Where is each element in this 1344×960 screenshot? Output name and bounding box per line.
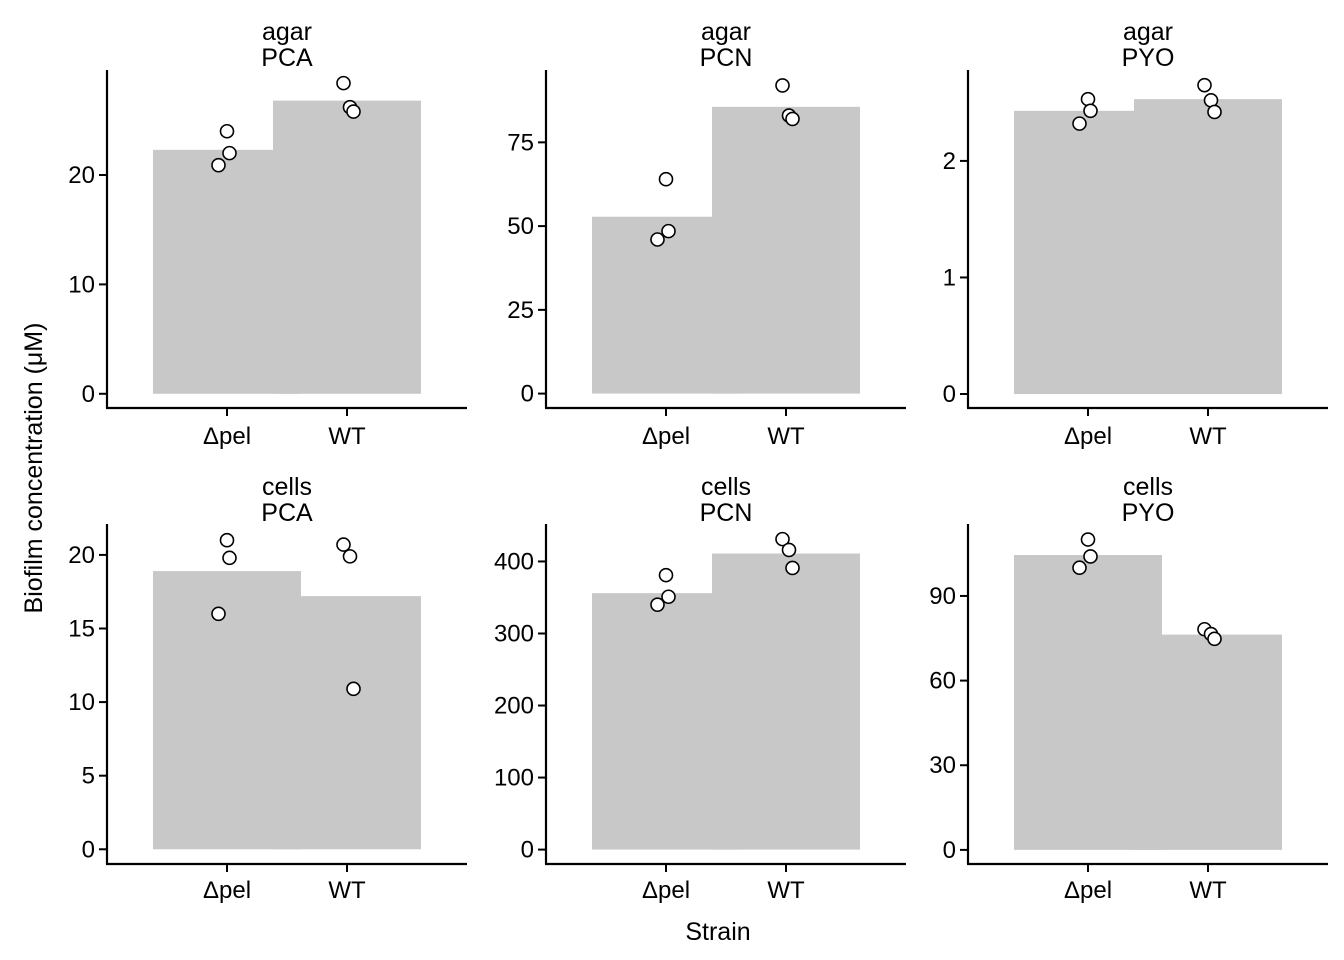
bar xyxy=(1134,634,1282,850)
data-point xyxy=(775,531,790,547)
y-tick-label: 2 xyxy=(943,148,956,175)
data-point xyxy=(781,542,797,558)
strip-label: PCA xyxy=(261,44,313,72)
strip-label: PCA xyxy=(261,499,313,527)
y-tick-label: 300 xyxy=(494,620,534,647)
data-point xyxy=(1197,77,1212,93)
bar xyxy=(273,596,421,850)
data-point xyxy=(785,560,800,576)
y-tick-label: 0 xyxy=(521,381,534,408)
data-point xyxy=(1080,532,1096,547)
y-tick-label: 0 xyxy=(943,381,956,408)
data-point xyxy=(1083,549,1098,564)
bar xyxy=(712,553,860,850)
y-tick-label: 5 xyxy=(82,763,95,790)
data-point xyxy=(1207,631,1222,647)
strip-label: cells xyxy=(701,473,751,501)
data-point xyxy=(211,606,226,622)
y-tick-label: 0 xyxy=(943,837,956,864)
data-point xyxy=(1072,560,1087,576)
strip-label: agar xyxy=(262,18,312,46)
y-tick-label: 60 xyxy=(929,668,956,695)
data-point xyxy=(1072,116,1087,131)
y-tick-label: 0 xyxy=(82,381,95,408)
data-point xyxy=(1083,103,1098,119)
bar xyxy=(712,106,860,394)
x-tick-label: WT xyxy=(328,423,366,450)
strip-label: PYO xyxy=(1122,44,1175,72)
x-tick-label: WT xyxy=(1189,423,1227,450)
y-tick-label: 20 xyxy=(68,542,95,569)
data-point xyxy=(222,550,237,566)
data-point xyxy=(1207,104,1222,120)
bar xyxy=(1134,99,1282,395)
data-point xyxy=(342,549,358,564)
x-tick-label: Δpel xyxy=(203,877,251,904)
x-tick-label: Δpel xyxy=(1064,423,1112,450)
strip-label: agar xyxy=(1123,18,1173,46)
x-tick-label: WT xyxy=(328,877,366,904)
strip-label: PYO xyxy=(1122,499,1175,527)
data-point xyxy=(211,157,226,173)
data-point xyxy=(650,232,665,247)
y-tick-label: 25 xyxy=(507,297,534,324)
y-tick-label: 0 xyxy=(82,836,95,863)
y-tick-label: 200 xyxy=(494,693,534,720)
y-tick-label: 0 xyxy=(521,837,534,864)
data-point xyxy=(658,567,674,583)
y-tick-label: 20 xyxy=(68,162,95,189)
y-tick-label: 400 xyxy=(494,548,534,575)
x-tick-label: WT xyxy=(767,423,805,450)
data-point xyxy=(658,171,674,187)
strip-label: PCN xyxy=(700,44,753,72)
x-tick-label: Δpel xyxy=(203,423,251,450)
strip-label: cells xyxy=(262,473,312,501)
data-point xyxy=(336,75,351,91)
y-tick-label: 1 xyxy=(943,264,956,291)
y-tick-label: 30 xyxy=(929,752,956,779)
y-tick-label: 100 xyxy=(494,765,534,792)
data-point xyxy=(661,589,676,605)
y-tick-label: 10 xyxy=(68,689,95,716)
strip-label: PCN xyxy=(700,499,753,527)
bar xyxy=(273,100,421,394)
data-point xyxy=(346,681,361,697)
x-tick-label: WT xyxy=(767,877,805,904)
data-point xyxy=(219,123,235,139)
y-tick-label: 15 xyxy=(68,616,95,643)
data-point xyxy=(775,78,790,93)
data-point xyxy=(661,223,676,239)
y-tick-label: 75 xyxy=(507,129,534,156)
data-point xyxy=(346,104,361,119)
y-axis-title: Biofilm concentration (μM) xyxy=(20,323,48,614)
x-tick-label: Δpel xyxy=(1064,877,1112,904)
data-point xyxy=(219,532,235,548)
data-point xyxy=(785,111,800,127)
x-tick-label: Δpel xyxy=(642,423,690,450)
y-tick-label: 50 xyxy=(507,213,534,240)
y-tick-label: 90 xyxy=(929,583,956,610)
y-tick-label: 10 xyxy=(68,271,95,298)
data-point xyxy=(222,145,237,161)
strip-label: agar xyxy=(701,18,751,46)
strip-label: cells xyxy=(1123,473,1173,501)
x-tick-label: WT xyxy=(1189,877,1227,904)
x-tick-label: Δpel xyxy=(642,877,690,904)
data-point xyxy=(336,537,351,552)
data-point xyxy=(650,597,665,612)
data-point xyxy=(1080,91,1096,107)
x-axis-title: Strain xyxy=(685,918,750,946)
